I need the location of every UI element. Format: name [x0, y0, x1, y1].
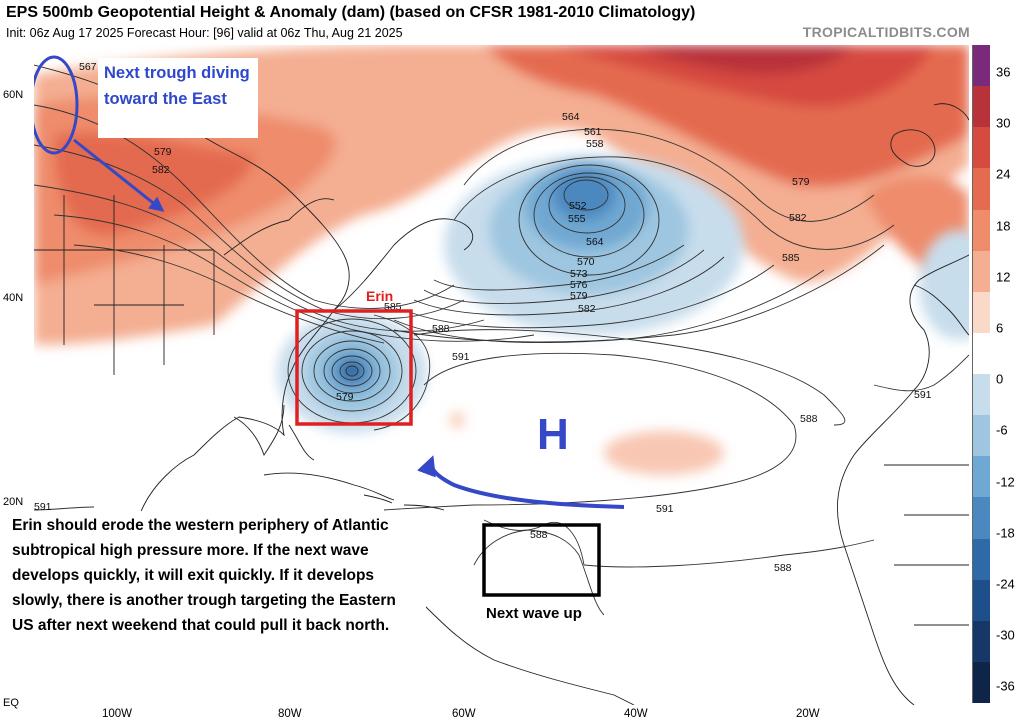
lon-label-80w: 80W	[278, 708, 302, 720]
lon-label-40w: 40W	[624, 708, 648, 720]
contour-label: 558	[586, 138, 604, 150]
colorbar-tick-label: -36	[996, 678, 1015, 694]
colorbar-segment	[973, 661, 990, 703]
colorbar-tick-label: -24	[996, 576, 1015, 592]
contour-label: 570	[577, 256, 595, 268]
colorbar-segment	[973, 456, 990, 498]
contour-label: 582	[578, 303, 596, 315]
colorbar-tick-label: -12	[996, 474, 1015, 490]
colorbar-segment	[973, 209, 990, 251]
colorbar-tick-label: -30	[996, 627, 1015, 643]
colorbar-tick-label: 30	[996, 115, 1011, 131]
colorbar-segment	[973, 168, 990, 210]
contour-label: 552	[569, 200, 587, 212]
colorbar-segment	[973, 291, 990, 333]
high-pressure-label: H	[537, 410, 569, 459]
colorbar-tick-label: -18	[996, 525, 1015, 541]
chart-subtitle: Init: 06z Aug 17 2025 Forecast Hour: [96…	[6, 26, 403, 40]
colorbar-segment	[973, 45, 990, 87]
contour-label: 588	[800, 413, 818, 425]
colorbar-segment	[973, 620, 990, 662]
next-wave-label: Next wave up	[486, 605, 582, 622]
brand-watermark: TROPICALTIDBITS.COM	[802, 24, 970, 40]
colorbar-segment	[973, 250, 990, 292]
lat-label-20n: 20N	[3, 496, 24, 508]
contour-label: 591	[656, 503, 674, 515]
weather-map: 567 579 582 564 561 558 552 555 564 570 …	[34, 45, 969, 705]
contour-label: 591	[452, 351, 470, 363]
colorbar-tick-label: 0	[996, 371, 1004, 387]
contour-label: 573	[570, 268, 588, 280]
contour-label: 579	[154, 146, 172, 158]
colorbar-segment	[973, 579, 990, 621]
contour-label: 585	[782, 252, 800, 264]
contour-label: 582	[152, 164, 170, 176]
forecast-discussion: Erin should erode the western periphery …	[6, 511, 426, 666]
warm-anomaly-shading	[34, 45, 969, 475]
lat-label-eq: EQ	[3, 697, 19, 709]
contour-label: 564	[586, 236, 604, 248]
colorbar-tick-label: 24	[996, 166, 1011, 182]
colorbar-tick-label: 12	[996, 269, 1011, 285]
colorbar-tick-label: 6	[996, 320, 1004, 336]
colorbar-segment	[973, 127, 990, 169]
contour-label: 588	[774, 562, 792, 574]
contour-label: 579	[792, 176, 810, 188]
trough-arrow	[73, 138, 165, 212]
contour-label: 576	[570, 279, 588, 291]
lon-label-60w: 60W	[452, 708, 476, 720]
trough-annotation: Next trough diving toward the East	[98, 58, 258, 138]
contour-label: 588	[432, 323, 450, 335]
colorbar-segment	[973, 332, 990, 374]
chart-title: EPS 500mb Geopotential Height & Anomaly …	[6, 4, 696, 21]
colorbar-tick-label: -6	[996, 422, 1008, 438]
contour-label: 555	[568, 213, 586, 225]
contour-labels: 567 579 582 564 561 558 552 555 564 570 …	[34, 61, 932, 574]
trough-circle	[34, 55, 79, 155]
colorbar-tick-label: 36	[996, 64, 1011, 80]
colorbar	[972, 45, 990, 703]
erin-label: Erin	[366, 288, 394, 304]
next-wave-box	[482, 523, 601, 597]
colorbar-tick-label: 18	[996, 218, 1011, 234]
contour-label: 567	[79, 61, 97, 73]
lat-label-60n: 60N	[3, 89, 24, 101]
contour-label: 561	[584, 126, 602, 138]
contour-label: 564	[562, 111, 580, 123]
lon-label-100w: 100W	[102, 708, 133, 720]
contour-label: 579	[570, 290, 588, 302]
lon-label-20w: 20W	[796, 708, 820, 720]
contour-label: 582	[789, 212, 807, 224]
colorbar-segment	[973, 86, 990, 128]
contour-label: 591	[34, 501, 52, 513]
erin-box	[295, 309, 413, 426]
contour-label: 588	[530, 529, 548, 541]
contour-label: 591	[914, 389, 932, 401]
contour-label: 579	[336, 391, 354, 403]
colorbar-segment	[973, 374, 990, 416]
colorbar-segment	[973, 538, 990, 580]
steering-arrow	[417, 455, 625, 509]
colorbar-segment	[973, 497, 990, 539]
colorbar-segment	[973, 415, 990, 457]
lat-label-40n: 40N	[3, 292, 24, 304]
